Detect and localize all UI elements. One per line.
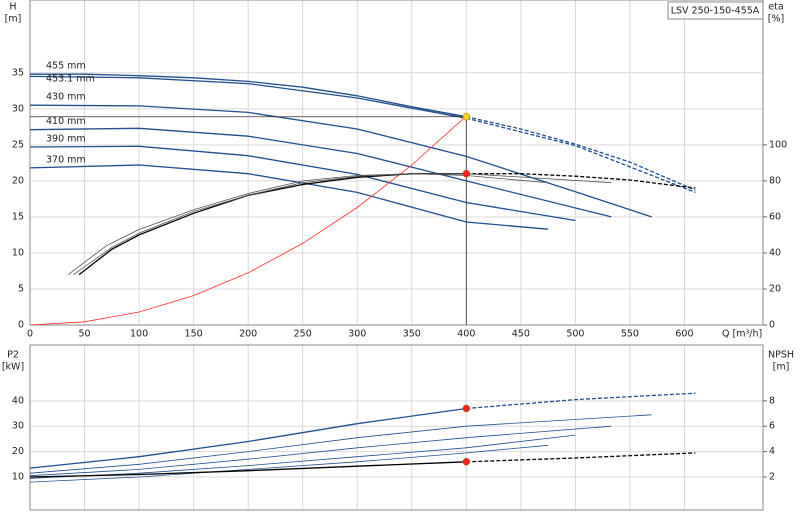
- plot-frame: [29, 344, 764, 511]
- curve-label: 370 mm: [46, 154, 86, 165]
- y2-tick-label: 80: [769, 175, 781, 186]
- y-tick-label: 25: [12, 139, 24, 150]
- y2-tick-label: 0: [769, 320, 775, 331]
- curve: [29, 425, 612, 477]
- y2-tick-label: 60: [769, 211, 781, 222]
- y2-axis-label: eta: [768, 2, 783, 13]
- operating-point: [462, 169, 471, 178]
- y-tick-label: 5: [18, 283, 24, 294]
- curve-label: 455 mm: [46, 61, 86, 72]
- curve: [29, 434, 576, 479]
- curve: [29, 444, 549, 483]
- curve: [30, 73, 467, 118]
- y-tick-label: 20: [12, 446, 24, 457]
- y-tick-label: 30: [12, 421, 24, 432]
- operating-point: [462, 404, 471, 413]
- y-tick-label: 40: [12, 395, 24, 406]
- y2-tick-label: 40: [769, 247, 781, 258]
- curve: [466, 173, 696, 189]
- curve: [29, 127, 612, 218]
- curve: [466, 392, 696, 410]
- y2-tick-label: 100: [769, 139, 787, 150]
- curve: [29, 145, 576, 222]
- y2-axis-unit: [%]: [768, 14, 784, 25]
- curve: [466, 116, 696, 191]
- y2-axis-unit: [m]: [773, 362, 790, 373]
- y2-tick-label: 2: [769, 472, 775, 483]
- x-tick-label: 350: [403, 329, 421, 340]
- x-tick-label: 400: [457, 329, 475, 340]
- x-tick-label: 600: [675, 329, 693, 340]
- curve: [29, 75, 467, 119]
- x-tick-label: 500: [566, 329, 584, 340]
- curve: [29, 115, 467, 326]
- x-tick-label: 150: [185, 329, 203, 340]
- y-tick-label: 15: [12, 211, 24, 222]
- curve: [29, 164, 549, 230]
- plot-frame: [29, 0, 764, 326]
- x-tick-label: 0: [27, 329, 33, 340]
- y-tick-label: 20: [12, 175, 24, 186]
- y2-tick-label: 20: [769, 283, 781, 294]
- curve: [466, 117, 696, 194]
- y-tick-label: 10: [12, 472, 24, 483]
- badge-box: [667, 1, 764, 20]
- y2-tick-label: 8: [769, 395, 775, 406]
- y2-tick-label: 6: [769, 421, 775, 432]
- y2-tick-label: 4: [769, 446, 775, 457]
- y-tick-label: 35: [12, 67, 24, 78]
- y-tick-label: 30: [12, 103, 24, 114]
- x-tick-label: 50: [78, 329, 90, 340]
- x-axis-label: Q [m³/h]: [722, 329, 762, 340]
- curve: [466, 452, 696, 463]
- curve-label: 430 mm: [46, 92, 86, 103]
- y-axis-unit: [kW]: [2, 362, 24, 373]
- y-axis-label: H: [9, 2, 16, 13]
- curve: [29, 461, 467, 478]
- curve: [73, 173, 612, 275]
- operating-point: [462, 458, 471, 466]
- y-axis-unit: [m]: [5, 14, 22, 25]
- curve: [29, 414, 652, 474]
- x-tick-label: 250: [294, 329, 312, 340]
- x-tick-label: 200: [239, 329, 257, 340]
- y-tick-label: 10: [12, 247, 24, 258]
- curve: [29, 104, 652, 218]
- curve-label: 390 mm: [46, 134, 86, 145]
- curve-label: 453.1 mm: [46, 74, 95, 85]
- y2-axis-label: NPSH: [768, 350, 794, 361]
- y-tick-label: 0: [18, 320, 24, 331]
- curve-label: 410 mm: [46, 116, 86, 127]
- x-tick-label: 300: [348, 329, 366, 340]
- operating-point: [462, 112, 471, 121]
- curve: [67, 173, 549, 275]
- y-axis-label: P2: [7, 350, 19, 361]
- x-tick-label: 450: [512, 329, 530, 340]
- curve: [29, 407, 467, 469]
- x-tick-label: 550: [621, 329, 639, 340]
- badge: LSV 250-150-455A: [671, 6, 760, 17]
- x-tick-label: 100: [130, 329, 148, 340]
